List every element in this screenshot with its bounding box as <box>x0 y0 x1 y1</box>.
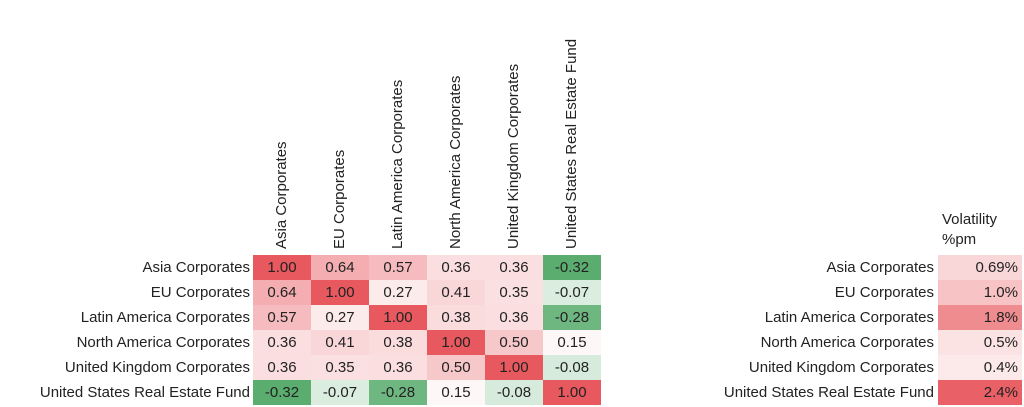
volatility-row-label: North America Corporates <box>760 334 934 351</box>
heatmap-cell: 0.15 <box>543 330 601 355</box>
heatmap-cell: 0.38 <box>369 330 427 355</box>
heatmap-cell: 0.36 <box>253 355 311 380</box>
heatmap-cell: 0.38 <box>427 305 485 330</box>
heatmap-cell: 1.00 <box>543 380 601 405</box>
volatility-row-label: Latin America Corporates <box>764 309 934 326</box>
heatmap-cell: 0.35 <box>485 280 543 305</box>
heatmap-cell: 0.35 <box>311 355 369 380</box>
heatmap-cell: -0.28 <box>543 305 601 330</box>
heatmap-cell: 0.64 <box>311 255 369 280</box>
heatmap-cell: 0.36 <box>427 255 485 280</box>
volatility-cell: 2.4% <box>938 380 1022 405</box>
heatmap-cell: 0.57 <box>369 255 427 280</box>
row-label: EU Corporates <box>150 284 250 301</box>
heatmap-cell: 0.15 <box>427 380 485 405</box>
heatmap-cell: 0.27 <box>369 280 427 305</box>
heatmap-cell: 1.00 <box>253 255 311 280</box>
row-label: United States Real Estate Fund <box>39 384 250 401</box>
column-header-label: Asia Corporates <box>273 141 290 249</box>
heatmap-cell: 0.36 <box>369 355 427 380</box>
heatmap-cell: 0.50 <box>427 355 485 380</box>
heatmap-cell: 1.00 <box>427 330 485 355</box>
column-header-label: United Kingdom Corporates <box>505 63 522 249</box>
row-label: North America Corporates <box>76 334 250 351</box>
heatmap-cell: 0.36 <box>253 330 311 355</box>
volatility-cell: 0.4% <box>938 355 1022 380</box>
heatmap-cell: -0.08 <box>485 380 543 405</box>
volatility-row-label: United Kingdom Corporates <box>748 359 934 376</box>
column-header-label: North America Corporates <box>447 75 464 249</box>
heatmap-cell: 1.00 <box>311 280 369 305</box>
row-label: United Kingdom Corporates <box>64 359 250 376</box>
volatility-cell: 0.69% <box>938 255 1022 280</box>
column-header-label: Latin America Corporates <box>389 79 406 249</box>
volatility-title-line-2: %pm <box>942 231 977 248</box>
heatmap-cell: 0.64 <box>253 280 311 305</box>
volatility-title-line-1: Volatility <box>942 211 998 228</box>
heatmap-cell: 0.50 <box>485 330 543 355</box>
heatmap-cell: 0.57 <box>253 305 311 330</box>
volatility-cell: 0.5% <box>938 330 1022 355</box>
heatmap-cell: 1.00 <box>485 355 543 380</box>
heatmap-cell: -0.07 <box>543 280 601 305</box>
volatility-cell: 1.8% <box>938 305 1022 330</box>
volatility-title: Volatility %pm <box>942 210 997 250</box>
heatmap-cell: -0.32 <box>543 255 601 280</box>
heatmap-cell: 0.27 <box>311 305 369 330</box>
heatmap-cell: -0.08 <box>543 355 601 380</box>
heatmap-cell: -0.32 <box>253 380 311 405</box>
heatmap-cell: -0.07 <box>311 380 369 405</box>
heatmap-cell: -0.28 <box>369 380 427 405</box>
column-header-label: EU Corporates <box>331 149 348 249</box>
volatility-row-label: Asia Corporates <box>826 259 934 276</box>
heatmap-cell: 0.41 <box>311 330 369 355</box>
volatility-row-label: United States Real Estate Fund <box>723 384 934 401</box>
row-label: Asia Corporates <box>142 259 250 276</box>
heatmap-cell: 0.36 <box>485 305 543 330</box>
heatmap-cell: 1.00 <box>369 305 427 330</box>
heatmap-cell: 0.36 <box>485 255 543 280</box>
heatmap-cell: 0.41 <box>427 280 485 305</box>
column-header-label: United States Real Estate Fund <box>563 38 580 249</box>
volatility-cell: 1.0% <box>938 280 1022 305</box>
row-label: Latin America Corporates <box>80 309 250 326</box>
volatility-row-label: EU Corporates <box>834 284 934 301</box>
